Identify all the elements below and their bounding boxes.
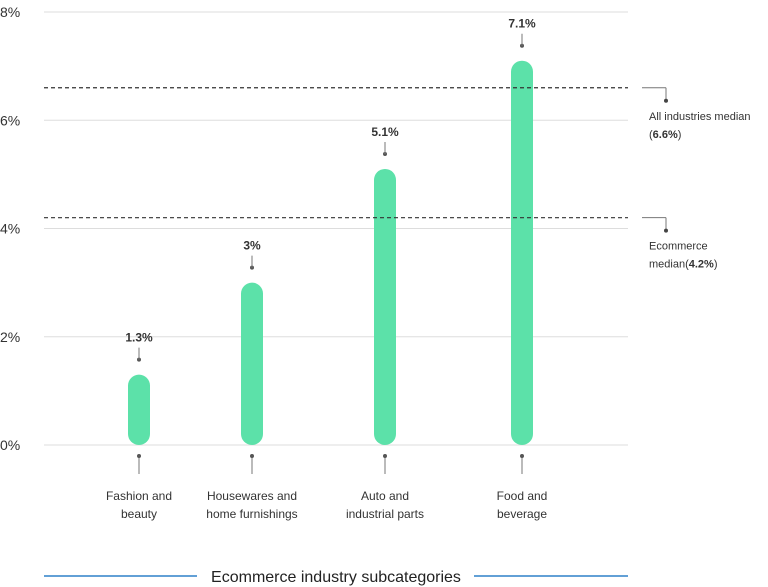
y-tick-label: 4% <box>0 221 20 237</box>
bar <box>128 374 150 445</box>
y-tick-label: 8% <box>0 4 20 20</box>
reference-leader-dot <box>664 98 668 103</box>
category-label: industrial parts <box>346 507 424 521</box>
reference-lines: All industries median (6.6%) Ecommerce medi… <box>44 87 751 271</box>
category-label: Food and <box>497 489 548 503</box>
reference-value-label: (6.6%) <box>649 129 681 141</box>
category-label: beauty <box>121 507 157 521</box>
category-label: Housewares and <box>207 489 297 503</box>
y-tick-label: 2% <box>0 329 20 345</box>
y-tick-label: 6% <box>0 112 20 128</box>
reference-leader-dot <box>664 228 668 233</box>
x-axis-categories: Fashion and beauty Housewares and home furn… <box>106 454 547 521</box>
reference-value-label: median(4.2%) <box>649 259 718 271</box>
category-label: beverage <box>497 507 547 521</box>
bar-value-label: 1.3% <box>125 331 153 345</box>
y-tick-label: 0% <box>0 437 20 453</box>
bar <box>241 282 263 445</box>
bar-value-label: 3% <box>243 239 261 253</box>
bar <box>511 60 533 446</box>
y-axis-ticks: 0% 2% 4% 6% 8% <box>0 4 20 453</box>
category-label: Auto and <box>361 489 409 503</box>
bars: 1.3% 3% 5.1% 7.1% <box>125 17 536 446</box>
bar-value-label: 5.1% <box>371 125 399 139</box>
category-label: Fashion and <box>106 489 172 503</box>
reference-label: All industries median <box>649 111 751 123</box>
category-leader-dot <box>383 454 387 458</box>
x-axis-title: Ecommerce industry subcategories <box>211 569 461 586</box>
category-leader-dot <box>520 454 524 458</box>
bar <box>374 168 396 445</box>
category-leader-dot <box>137 454 141 458</box>
x-axis-title-group: Ecommerce industry subcategories <box>44 569 628 586</box>
bar-value-label: 7.1% <box>508 17 536 31</box>
category-leader-dot <box>250 454 254 458</box>
reference-label: Ecommerce <box>649 241 708 253</box>
category-label: home furnishings <box>206 507 297 521</box>
